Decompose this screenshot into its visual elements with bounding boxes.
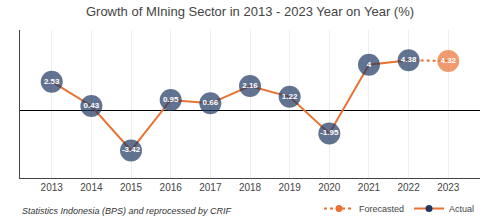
svg-text:2013: 2013 <box>41 182 64 193</box>
svg-text:2022: 2022 <box>397 182 420 193</box>
svg-text:2014: 2014 <box>80 182 103 193</box>
svg-text:2023: 2023 <box>437 182 460 193</box>
svg-text:Growth of MIning Sector in 201: Growth of MIning Sector in 2013 - 2023 Y… <box>86 4 414 19</box>
svg-text:4: 4 <box>367 60 372 69</box>
svg-text:1.22: 1.22 <box>282 92 298 101</box>
svg-text:Statistics Indonesia (BPS) and: Statistics Indonesia (BPS) and reprocess… <box>22 206 232 216</box>
svg-text:2.53: 2.53 <box>44 77 60 86</box>
svg-text:2016: 2016 <box>160 182 183 193</box>
svg-text:Actual: Actual <box>449 204 474 214</box>
svg-text:2018: 2018 <box>239 182 262 193</box>
svg-text:4.38: 4.38 <box>401 55 417 64</box>
svg-text:Forecasted: Forecasted <box>359 204 404 214</box>
svg-text:2015: 2015 <box>120 182 143 193</box>
svg-text:2019: 2019 <box>279 182 302 193</box>
svg-text:0.43: 0.43 <box>84 101 100 110</box>
svg-text:-1.95: -1.95 <box>320 128 339 137</box>
svg-text:2017: 2017 <box>199 182 222 193</box>
svg-text:4.32: 4.32 <box>440 56 456 65</box>
svg-text:2021: 2021 <box>358 182 381 193</box>
svg-text:2.16: 2.16 <box>242 81 258 90</box>
svg-text:2020: 2020 <box>318 182 341 193</box>
svg-text:-3.42: -3.42 <box>122 145 141 154</box>
svg-text:0.95: 0.95 <box>163 95 179 104</box>
svg-text:0.66: 0.66 <box>203 98 219 107</box>
